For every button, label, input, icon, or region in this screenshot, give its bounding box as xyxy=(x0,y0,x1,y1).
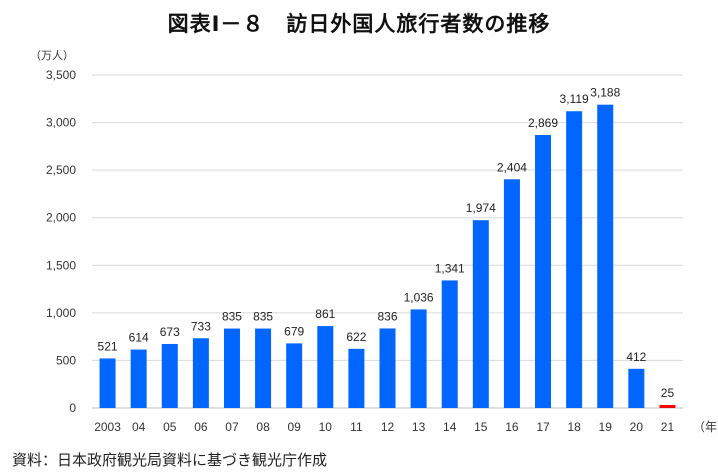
chart-title: 図表Ⅰ－８ 訪日外国人旅行者数の推移 xyxy=(167,12,551,36)
y-tick-label: 0 xyxy=(69,401,76,415)
x-tick-label: 07 xyxy=(225,420,239,434)
bar-05 xyxy=(161,343,178,408)
x-tick-label: 20 xyxy=(630,420,644,434)
bar-14 xyxy=(441,280,458,408)
bar-18 xyxy=(566,111,583,409)
x-tick-label: 2003 xyxy=(94,420,121,434)
data-label: 836 xyxy=(377,309,397,323)
bar-06 xyxy=(192,338,209,408)
bar-19 xyxy=(597,104,614,408)
bar-10 xyxy=(317,326,334,408)
y-tick-label: 3,500 xyxy=(46,68,76,82)
bar-2003 xyxy=(99,358,116,408)
source-note: 資料：日本政府観光局資料に基づき観光庁作成 xyxy=(12,451,328,469)
x-tick-label: 05 xyxy=(163,420,177,434)
bar-16 xyxy=(503,179,520,408)
data-label: 614 xyxy=(129,331,149,345)
y-tick-label: 1,500 xyxy=(46,258,76,272)
data-label: 733 xyxy=(191,319,211,333)
x-tick-label: 09 xyxy=(288,420,302,434)
data-label: 2,869 xyxy=(528,116,558,130)
x-tick-label: 11 xyxy=(350,420,363,434)
data-label: 1,036 xyxy=(404,290,434,304)
x-tick-label: 18 xyxy=(567,420,581,434)
x-tick-label: 16 xyxy=(505,420,519,434)
data-label: 835 xyxy=(253,310,273,324)
x-tick-label: 19 xyxy=(599,420,613,434)
y-tick-label: 2,500 xyxy=(46,163,76,177)
bar-13 xyxy=(410,309,427,408)
y-tick-label: 1,000 xyxy=(46,306,76,320)
bar-09 xyxy=(286,343,303,408)
bar-11 xyxy=(348,348,365,408)
x-axis-unit: （年） xyxy=(693,420,718,434)
data-label: 521 xyxy=(98,339,118,353)
data-label: 3,188 xyxy=(590,86,620,100)
data-label: 835 xyxy=(222,310,242,324)
bar-20 xyxy=(628,368,645,408)
data-label: 622 xyxy=(346,330,366,344)
y-tick-label: 2,000 xyxy=(46,211,76,225)
x-tick-label: 21 xyxy=(661,420,675,434)
y-axis-unit: （万人） xyxy=(30,49,74,62)
data-label: 3,119 xyxy=(560,92,589,106)
y-tick-label: 3,000 xyxy=(46,116,76,130)
x-tick-label: 12 xyxy=(381,420,395,434)
x-tick-label: 15 xyxy=(474,420,488,434)
x-tick-label: 10 xyxy=(319,420,333,434)
data-label: 1,341 xyxy=(435,261,465,275)
x-tick-label: 13 xyxy=(412,420,426,434)
x-tick-label: 06 xyxy=(194,420,208,434)
x-tick-label: 17 xyxy=(536,420,550,434)
x-tick-label: 08 xyxy=(256,420,270,434)
bar-21 xyxy=(659,405,676,408)
data-label: 861 xyxy=(315,307,335,321)
bar-07 xyxy=(223,328,240,408)
bar-08 xyxy=(255,328,272,408)
data-label: 679 xyxy=(284,324,304,338)
bar-12 xyxy=(379,328,396,408)
data-label: 1,974 xyxy=(466,201,496,215)
data-label: 412 xyxy=(626,350,646,364)
x-tick-label: 04 xyxy=(132,420,146,434)
bar-17 xyxy=(535,135,552,408)
y-tick-label: 500 xyxy=(56,353,76,367)
data-label: 2,404 xyxy=(497,160,527,174)
x-tick-label: 14 xyxy=(443,420,457,434)
bar-04 xyxy=(130,349,147,408)
data-label: 25 xyxy=(661,386,675,400)
data-label: 673 xyxy=(160,325,180,339)
bar-15 xyxy=(472,220,489,408)
